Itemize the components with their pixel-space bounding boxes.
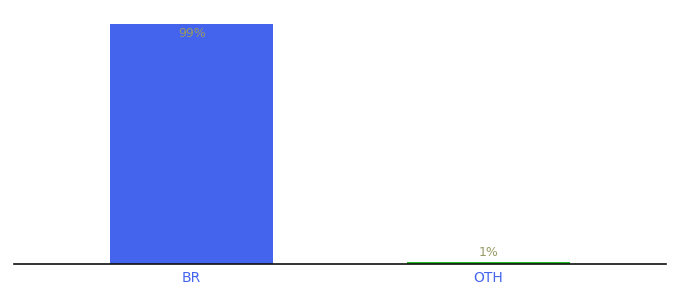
Bar — [407, 262, 570, 264]
Text: 99%: 99% — [177, 27, 205, 40]
Bar — [110, 24, 273, 264]
Text: 1%: 1% — [479, 246, 498, 259]
